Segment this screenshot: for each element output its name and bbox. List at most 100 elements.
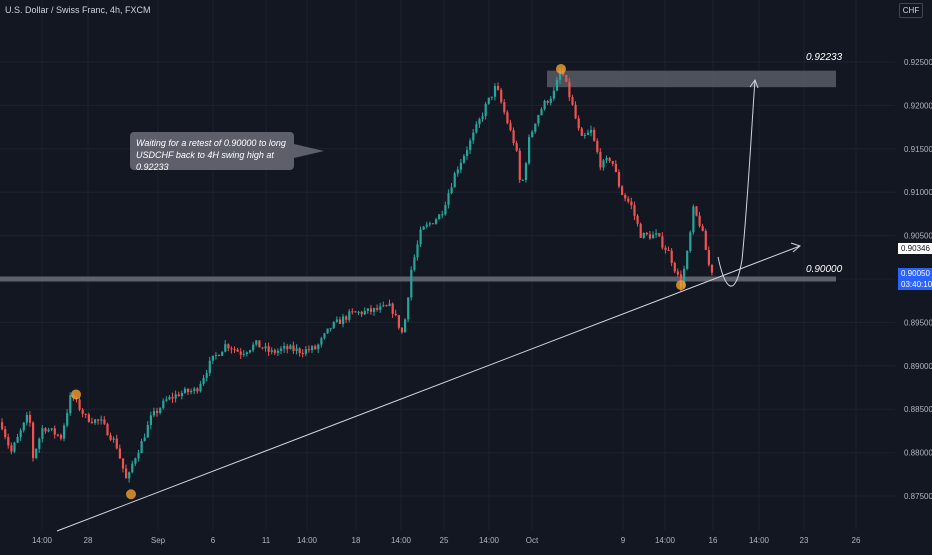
candle-body — [137, 453, 140, 459]
candle-body — [329, 328, 332, 330]
candle-body — [13, 442, 16, 452]
y-tick-label: 0.87500 — [904, 492, 932, 501]
candle-body — [658, 233, 661, 237]
candle-body — [84, 413, 87, 415]
candle-body — [143, 437, 146, 441]
candle-body — [590, 129, 593, 133]
x-tick-label: Sep — [151, 536, 166, 545]
candle-body — [199, 384, 202, 392]
candle-body — [605, 157, 608, 161]
candle-body — [56, 434, 59, 436]
candle-body — [645, 232, 648, 235]
candle-body — [521, 179, 524, 181]
candle-body — [140, 440, 143, 454]
candle-body — [518, 150, 521, 181]
candle-body — [487, 97, 490, 104]
candle-body — [552, 90, 555, 99]
candle-body — [236, 349, 239, 352]
candle-body — [382, 305, 385, 307]
candle-body — [599, 151, 602, 168]
candle-body — [230, 348, 233, 350]
candle-body — [580, 128, 583, 136]
candle-body — [90, 421, 94, 423]
candle-body — [112, 438, 115, 440]
candle-body — [38, 438, 41, 449]
candle-body — [438, 214, 441, 220]
candle-body — [624, 194, 627, 199]
candle-body — [190, 390, 193, 393]
candle-body — [652, 234, 655, 239]
candle-body — [593, 129, 596, 141]
candle-body — [630, 201, 633, 206]
candle-body — [239, 351, 242, 355]
candle-body — [348, 311, 351, 320]
candle-body — [94, 419, 97, 423]
trendline-arrowhead — [790, 242, 801, 253]
support-band — [0, 276, 836, 282]
y-tick-label: 0.89000 — [904, 362, 932, 371]
candle-body — [462, 155, 466, 163]
candle-body — [683, 268, 686, 288]
candle-body — [109, 435, 112, 440]
candle-body — [301, 353, 304, 355]
candle-body — [168, 396, 171, 400]
y-tick-label: 0.90500 — [904, 232, 932, 241]
x-tick-label: 14:00 — [655, 536, 676, 545]
candle-body — [7, 436, 10, 446]
candle-body — [252, 344, 255, 351]
candle-body — [577, 118, 580, 129]
candle-body — [444, 205, 447, 215]
candle-body — [100, 419, 103, 421]
candle-body — [311, 346, 314, 351]
y-tick-label: 0.91000 — [904, 188, 932, 197]
candle-body — [478, 119, 481, 125]
x-tick-label: 26 — [852, 536, 861, 545]
candle-body — [103, 419, 106, 424]
candle-body — [156, 410, 159, 413]
candle-body — [63, 425, 66, 439]
candle-body — [466, 150, 469, 156]
x-axis[interactable]: 14:00 28 Sep 6 11 14:00 18 14:00 25 14:00 Oct 9 14:0… — [32, 536, 861, 545]
candle-body — [44, 428, 47, 432]
candle-body — [397, 315, 400, 328]
resistance-zone — [547, 70, 836, 88]
candle-body — [273, 350, 276, 353]
candle-body — [115, 438, 118, 449]
candle-body — [233, 349, 236, 351]
candle-body — [221, 351, 224, 356]
candle-body — [283, 345, 286, 349]
candle-body — [78, 399, 81, 410]
currency-button[interactable]: CHF — [899, 3, 923, 18]
x-tick-label: 14:00 — [391, 536, 412, 545]
candle-body — [345, 316, 348, 320]
resistance-zone-rect — [547, 70, 836, 88]
candle-body — [59, 435, 63, 439]
candle-body — [261, 347, 264, 349]
x-tick-label: 16 — [709, 536, 718, 545]
candle-body — [441, 214, 444, 216]
candle-body — [707, 250, 710, 265]
candle-body — [202, 377, 205, 385]
candle-body — [146, 425, 149, 438]
y-tick-label: 0.88500 — [904, 405, 932, 414]
candle-body — [549, 98, 552, 103]
x-tick-label: 28 — [84, 536, 93, 545]
candle-body — [500, 89, 503, 103]
projection-curve — [717, 79, 756, 287]
candle-body — [354, 311, 357, 313]
candle-body — [35, 448, 38, 458]
candle-body — [81, 409, 84, 414]
candle-body — [32, 422, 35, 458]
annotation-callout[interactable]: Waiting for a retest of 0.90000 to long … — [130, 132, 294, 172]
candle-body — [481, 116, 484, 120]
candle-body — [373, 308, 376, 312]
symbol-title: U.S. Dollar / Swiss Franc, 4h, FXCM — [5, 5, 151, 15]
candle-body — [388, 303, 391, 307]
candle-body — [53, 428, 56, 435]
candle-body — [183, 388, 187, 394]
candle-body — [149, 415, 152, 426]
candle-body — [298, 348, 301, 354]
candle-body — [19, 430, 22, 437]
